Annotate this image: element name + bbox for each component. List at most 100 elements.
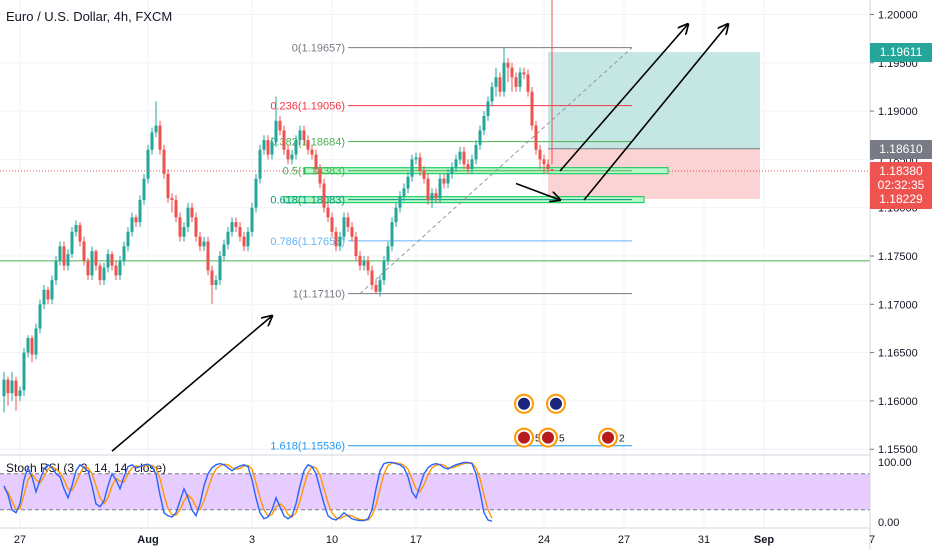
candle-body — [278, 120, 282, 131]
candle-body — [38, 304, 42, 329]
candle-body — [346, 217, 350, 228]
candle-body — [290, 154, 294, 160]
candle-body — [362, 260, 366, 266]
trend-arrow[interactable] — [559, 24, 688, 172]
time-tick-label: 24 — [538, 534, 550, 546]
price-tag: 1.18610 — [870, 139, 932, 159]
candle-body — [146, 149, 150, 179]
candle-body — [314, 154, 318, 170]
flag-icon — [542, 431, 554, 444]
candle-body — [442, 178, 446, 184]
candle-body — [66, 254, 70, 266]
candle-body — [322, 183, 326, 208]
price-tag: 1.18380 — [870, 161, 932, 181]
candle-body — [478, 130, 482, 145]
price-tick-label: 1.20000 — [878, 9, 918, 21]
trend-arrow[interactable] — [583, 24, 728, 201]
candle-body — [86, 260, 90, 276]
candle-body — [526, 74, 530, 92]
stoch-rsi-pane: Stoch RSI (3, 3, 14, 14, close) — [0, 454, 870, 522]
event-count: 5 — [559, 434, 565, 445]
candle-body — [274, 120, 278, 143]
candle-body — [474, 144, 478, 160]
candle-body — [190, 207, 194, 218]
candle-body — [122, 246, 126, 261]
candle-body — [102, 267, 106, 281]
candle-body — [182, 227, 186, 237]
candle-body — [54, 260, 58, 281]
fib-level-label: 0(1.19657) — [292, 43, 345, 55]
candle-body — [530, 91, 534, 126]
candle-body — [118, 260, 122, 276]
candle-body — [234, 222, 238, 228]
candle-body — [302, 130, 306, 141]
drawings[interactable] — [111, 24, 728, 452]
candle-body — [518, 72, 522, 87]
time-tick-label: 31 — [698, 534, 710, 546]
fibonacci-retracement[interactable]: 0(1.19657)0.236(1.19056)0.382(1.18684)0.… — [270, 43, 633, 453]
price-axis-bg — [870, 0, 932, 550]
flag-icon — [550, 397, 562, 410]
candle-body — [90, 251, 94, 276]
event-count: 5 — [535, 434, 541, 445]
trend-arrow[interactable] — [515, 182, 560, 200]
fib-level-label: 1.618(1.15536) — [270, 441, 345, 453]
fib-level-label: 0.236(1.19056) — [270, 101, 345, 113]
candle-body — [310, 149, 314, 155]
stoch-tick-label: 0.00 — [878, 517, 899, 529]
time-tick-label: 3 — [249, 534, 255, 546]
candle-body — [226, 231, 230, 245]
fib-trend-line[interactable] — [359, 47, 633, 295]
flag-icon — [602, 431, 614, 444]
trend-arrow[interactable] — [111, 316, 272, 452]
price-tick-label: 1.16000 — [878, 396, 918, 408]
candle-body — [286, 149, 290, 160]
stoch-tick-label: 100.00 — [878, 457, 912, 469]
candle-body — [414, 157, 418, 160]
candle-body — [130, 217, 134, 232]
candle-body — [318, 169, 322, 184]
candle-body — [390, 222, 394, 247]
candle-body — [106, 254, 110, 268]
candle-body — [298, 130, 302, 141]
candle-body — [250, 207, 254, 232]
candle-body — [154, 125, 158, 133]
candle-body — [338, 236, 342, 247]
candle-body — [430, 193, 434, 200]
candle-body — [494, 77, 498, 87]
candle-body — [262, 140, 266, 150]
candle-body — [374, 284, 378, 292]
candle-body — [438, 178, 442, 199]
candle-body — [70, 231, 74, 255]
candle-body — [198, 236, 202, 247]
candle-body — [98, 265, 102, 281]
candle-body — [114, 265, 118, 276]
candle-body — [402, 188, 406, 197]
candle-body — [30, 338, 34, 355]
candle-body — [510, 67, 514, 78]
candle-body — [538, 149, 542, 160]
candle-body — [170, 198, 174, 200]
candle-body — [378, 280, 382, 292]
candle-body — [94, 251, 98, 266]
candle-body — [26, 338, 30, 353]
candle-body — [138, 199, 142, 223]
candle-body — [34, 328, 38, 355]
candle-body — [354, 236, 358, 256]
candle-body — [62, 246, 66, 266]
candle-body — [270, 142, 274, 155]
candle-body — [126, 231, 130, 247]
stoch-d-line — [3, 462, 493, 521]
candle-body — [22, 352, 26, 391]
candle-body — [46, 289, 50, 300]
candle-body — [490, 86, 494, 102]
time-tick-label: Aug — [137, 534, 158, 546]
candle-body — [422, 170, 426, 179]
candle-body — [258, 149, 262, 179]
candle-body — [218, 255, 222, 281]
flag-icon — [518, 397, 530, 410]
candle-body — [158, 125, 162, 150]
economic-events[interactable]: 5 5 2 — [514, 393, 625, 448]
candle-body — [42, 289, 46, 305]
